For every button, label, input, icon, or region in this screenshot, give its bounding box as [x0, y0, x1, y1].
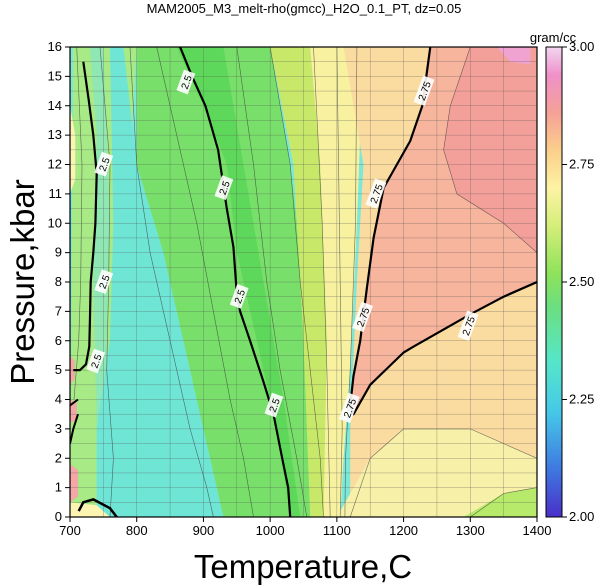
y-tick-label: 1: [55, 480, 62, 495]
y-tick-label: 2: [55, 450, 62, 465]
colorbar-tick-label: 2.75: [569, 157, 594, 172]
svg-text:2.5: 2.5: [268, 397, 283, 414]
svg-text:2.5: 2.5: [233, 288, 248, 305]
contour-label: 2.5: [176, 69, 196, 95]
y-tick-label: 3: [55, 421, 62, 436]
colorbar-tick-label: 2.00: [569, 509, 594, 524]
colorbar-tick-label: 2.50: [569, 274, 594, 289]
y-tick-label: 15: [48, 68, 62, 83]
x-tick-label: 800: [126, 523, 148, 538]
colorbar-gradient: [545, 46, 563, 518]
contour-label: 2.5: [94, 151, 114, 177]
contour-label: 2.5: [94, 269, 114, 295]
x-tick-label: 1400: [523, 523, 552, 538]
y-tick-label: 9: [55, 245, 62, 260]
y-tick-label: 0: [55, 509, 62, 524]
colorbar-tick-label: 3.00: [569, 39, 594, 54]
x-tick-label: 1200: [389, 523, 418, 538]
contour-line-2-75-0: [349, 47, 537, 416]
x-tick-label: 1100: [323, 523, 351, 538]
svg-text:2.5: 2.5: [180, 74, 195, 91]
y-tick-label: 12: [48, 157, 62, 172]
contour-label: 2.5: [229, 283, 249, 309]
x-tick-label: 700: [59, 523, 81, 538]
colorbar-ticks: 2.00 2.25 2.50 2.75 3.00: [562, 39, 594, 524]
y-tick-label: 13: [48, 127, 62, 142]
y-tick-label: 8: [55, 274, 62, 289]
contour-label: 2.5: [264, 392, 284, 418]
x-tick-label: 1000: [256, 523, 285, 538]
x-tick-label: 900: [193, 523, 215, 538]
svg-text:2.5: 2.5: [98, 156, 113, 173]
contour-line-2-5-0: [73, 61, 98, 372]
colorbar-label: gram/cc: [530, 30, 577, 45]
chart-title: MAM2005_M3_melt-rho(gmcc)_H2O_0.1_PT, dz…: [147, 1, 462, 16]
svg-text:2.5: 2.5: [218, 179, 233, 196]
colorbar-tick-label: 2.25: [569, 392, 594, 407]
y-tick-label: 10: [48, 215, 62, 230]
grid-lines: [70, 47, 537, 517]
svg-text:2.5: 2.5: [98, 273, 113, 290]
y-tick-label: 4: [55, 392, 62, 407]
y-tick-label: 16: [48, 39, 62, 54]
y-tick-label: 6: [55, 333, 62, 348]
contour-label: 2.5: [214, 175, 234, 201]
y-tick-label: 7: [55, 303, 62, 318]
x-axis-label: Temperature,C: [194, 548, 412, 585]
x-tick-label: 1300: [456, 523, 485, 538]
y-tick-label: 5: [55, 362, 62, 377]
svg-text:2.5: 2.5: [90, 353, 105, 370]
colorbar: gram/cc 2.00 2.25 2.50 2.75 3.00: [530, 30, 594, 524]
y-tick-label: 11: [49, 186, 63, 201]
title-text: MAM2005_M3_melt-rho(gmcc)_H2O_0.1_PT, dz…: [147, 1, 462, 16]
contour-label: 2.5: [86, 348, 106, 374]
x-axis-ticks: 700 800 900 1000 1100 1200 1300 1400: [59, 517, 551, 538]
y-tick-label: 14: [48, 98, 62, 113]
y-axis-label: Pressure,kbar: [4, 179, 41, 384]
